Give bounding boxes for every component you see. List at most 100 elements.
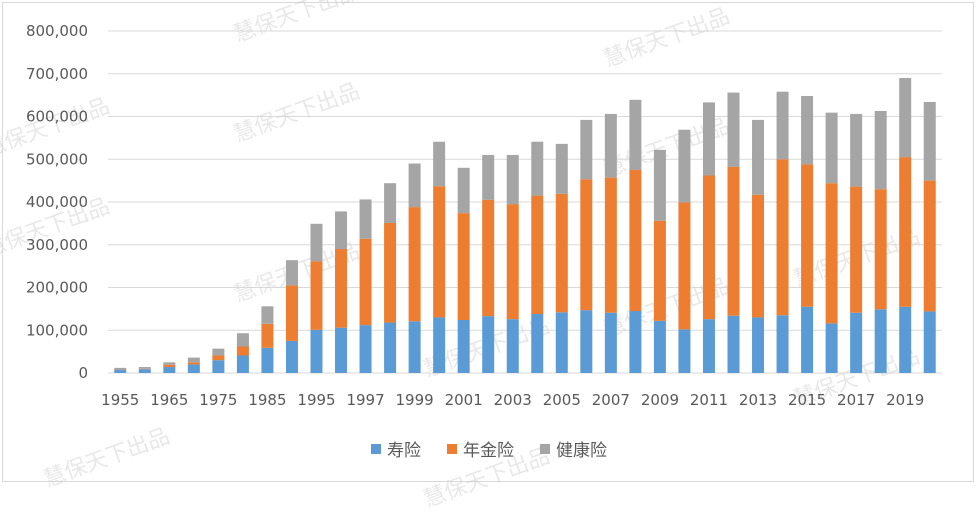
bar-segment <box>850 114 862 187</box>
legend-item: 健康险 <box>540 436 607 461</box>
y-tick-label: 200,000 <box>26 279 88 297</box>
bar-segment <box>507 319 519 373</box>
bar-segment <box>482 200 494 316</box>
bar-segment <box>580 120 592 179</box>
bar-segment <box>458 168 470 213</box>
bar-segment <box>261 348 273 373</box>
bar-segment <box>458 213 470 320</box>
bar-segment <box>777 92 789 160</box>
bar-segment <box>261 324 273 348</box>
legend-swatch <box>447 444 457 454</box>
x-tick-label: 2001 <box>445 391 483 409</box>
bar-segment <box>114 368 126 369</box>
bar-segment <box>556 194 568 312</box>
x-tick-label: 2009 <box>641 391 679 409</box>
x-tick-label: 1997 <box>346 391 384 409</box>
y-tick-label: 0 <box>78 364 88 382</box>
x-tick-label: 2017 <box>837 391 875 409</box>
bar-segment <box>360 239 372 325</box>
bar-segment <box>286 260 298 285</box>
bar-segment <box>752 120 764 195</box>
bar-segment <box>605 178 617 313</box>
bar-segment <box>286 285 298 341</box>
bar-segment <box>703 319 715 373</box>
bar-segment <box>752 195 764 318</box>
bar-segment <box>311 330 323 373</box>
legend-swatch <box>371 444 381 454</box>
bar-segment <box>212 360 224 373</box>
bar-segment <box>311 224 323 262</box>
bar-segment <box>188 364 200 373</box>
bar-segment <box>531 196 543 314</box>
bar-segment <box>360 199 372 238</box>
bar-segment <box>924 181 936 312</box>
bar-segment <box>433 142 445 186</box>
bar-segment <box>899 157 911 307</box>
bar-segment <box>237 355 249 373</box>
y-tick-label: 400,000 <box>26 193 88 211</box>
bar-segment <box>728 167 740 316</box>
bar-segment <box>875 111 887 189</box>
bar-segment <box>237 346 249 355</box>
bar-segment <box>678 130 690 203</box>
bar-segment <box>237 333 249 346</box>
bar-segment <box>482 316 494 373</box>
bar-segment <box>261 306 273 324</box>
y-tick-label: 800,000 <box>26 22 88 40</box>
bar-segment <box>801 307 813 373</box>
bar-segment <box>899 307 911 373</box>
x-tick-label: 1965 <box>150 391 188 409</box>
bar-segment <box>629 100 641 170</box>
bar-segment <box>139 369 151 373</box>
bar-segment <box>556 144 568 194</box>
bar-segment <box>629 170 641 311</box>
bar-segment <box>703 102 715 175</box>
bar-segment <box>654 150 666 221</box>
bar-segment <box>728 93 740 167</box>
bar-segment <box>433 317 445 373</box>
y-tick-label: 100,000 <box>26 321 88 339</box>
bar-segment <box>433 186 445 317</box>
bar-segment <box>212 349 224 356</box>
legend-swatch <box>540 444 550 454</box>
bar-segment <box>899 78 911 157</box>
y-tick-label: 500,000 <box>26 150 88 168</box>
bar-segment <box>924 311 936 373</box>
bar-segment <box>212 355 224 360</box>
x-tick-label: 2003 <box>494 391 532 409</box>
x-tick-label: 2007 <box>592 391 630 409</box>
bar-segment <box>826 183 838 323</box>
bar-segment <box>580 179 592 310</box>
bar-segment <box>507 204 519 319</box>
bar-segment <box>139 367 151 369</box>
bar-segment <box>678 329 690 373</box>
bar-segment <box>409 321 421 373</box>
bar-segment <box>188 362 200 364</box>
bar-segment <box>850 187 862 313</box>
bar-segment <box>286 341 298 373</box>
bar-segment <box>163 367 175 373</box>
bar-segment <box>335 211 347 249</box>
bar-segment <box>458 320 470 373</box>
bar-segment <box>409 164 421 208</box>
legend-label: 健康险 <box>556 436 607 461</box>
bar-segment <box>384 323 396 373</box>
x-tick-label: 1985 <box>248 391 286 409</box>
x-tick-label: 1999 <box>396 391 434 409</box>
bar-segment <box>409 207 421 321</box>
bar-segment <box>605 313 617 373</box>
x-tick-label: 2013 <box>739 391 777 409</box>
bar-segment <box>531 142 543 196</box>
legend: 寿险 年金险 健康险 <box>0 436 978 461</box>
x-tick-label: 1955 <box>101 391 139 409</box>
legend-label: 寿险 <box>387 436 421 461</box>
bar-segment <box>654 321 666 373</box>
bar-segment <box>605 114 617 178</box>
x-tick-label: 2011 <box>690 391 728 409</box>
bar-segment <box>163 365 175 367</box>
legend-item: 年金险 <box>447 436 514 461</box>
legend-item: 寿险 <box>371 436 421 461</box>
bar-segment <box>850 313 862 373</box>
legend-label: 年金险 <box>463 436 514 461</box>
bar-segment <box>875 309 887 373</box>
